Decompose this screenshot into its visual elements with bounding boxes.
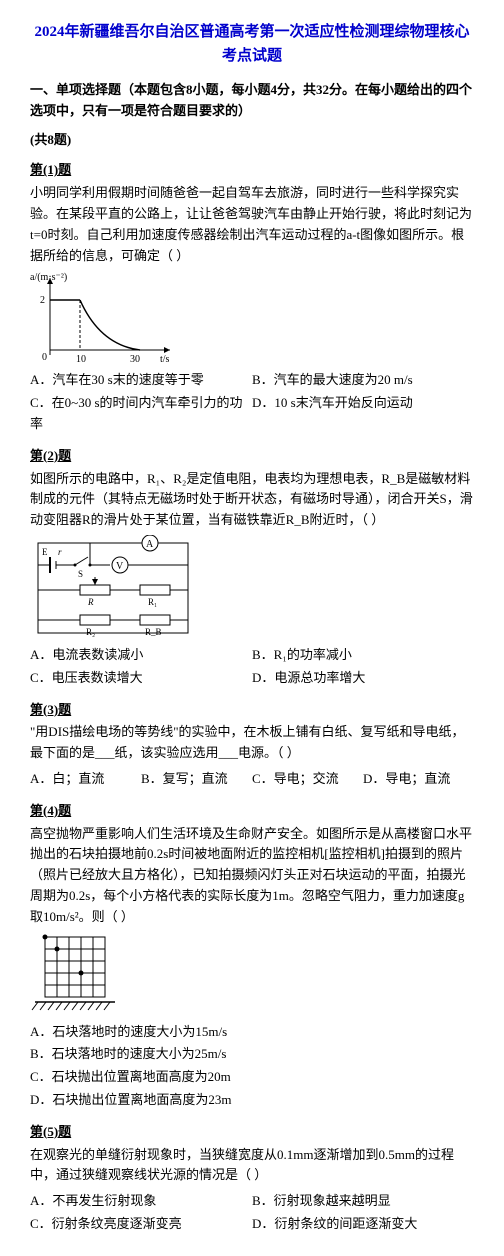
svg-text:R₁: R₁ xyxy=(148,597,157,607)
q4-opt-c: C．石块抛出位置离地面高度为20m xyxy=(30,1066,474,1089)
q2-number: 第(2)题 xyxy=(30,446,474,467)
q3-opt-d: D．导电；直流 xyxy=(363,768,474,791)
svg-text:10: 10 xyxy=(76,354,86,365)
section-heading: 一、单项选择题（本题包含8小题，每小题4分，共32分。在每小题给出的四个选项中，… xyxy=(30,80,474,122)
svg-text:R_B: R_B xyxy=(145,627,162,637)
q5-opt-a: A．不再发生衍射现象 xyxy=(30,1190,252,1213)
svg-text:E: E xyxy=(42,547,48,557)
q3-text: "用DIS描绘电场的等势线"的实验中，在木板上铺有白纸、复写纸和导电纸，最下面的… xyxy=(30,722,474,764)
svg-text:S: S xyxy=(78,569,83,579)
q1-opt-a: A．汽车在30 s末的速度等于零 xyxy=(30,369,252,392)
q2-circuit: E r S A V R R₁ R₂ R_B xyxy=(30,535,474,640)
q4-opt-d: D．石块抛出位置离地面高度为23m xyxy=(30,1089,474,1112)
section-count: (共8题) xyxy=(30,130,474,151)
q4-grid xyxy=(30,932,474,1017)
q5-text: 在观察光的单缝衍射现象时，当狭缝宽度从0.1mm逐渐增加到0.5mm的过程中，通… xyxy=(30,1145,474,1187)
q2-options: A．电流表数读减小 B．R₁的功率减小 C．电压表数读增大 D．电源总功率增大 xyxy=(30,644,474,690)
q1-opt-c: C．在0~30 s的时间内汽车牵引力的功率 xyxy=(30,392,252,436)
q2-opt-b: B．R₁的功率减小 xyxy=(252,644,474,667)
q4-options: A．石块落地时的速度大小为15m/s B．石块落地时的速度大小为25m/s C．… xyxy=(30,1021,474,1112)
q1-text: 小明同学利用假期时间随爸爸一起自驾车去旅游，同时进行一些科学探究实验。在某段平直… xyxy=(30,183,474,266)
q2-opt-d: D．电源总功率增大 xyxy=(252,667,474,690)
svg-text:0: 0 xyxy=(42,352,47,363)
q1-opt-d: D．10 s末汽车开始反向运动 xyxy=(252,392,474,436)
q5-opt-d: D．衍射条纹的间距逐渐变大 xyxy=(252,1213,474,1236)
q3-opt-a: A．白；直流 xyxy=(30,768,141,791)
q3-opt-b: B．复写；直流 xyxy=(141,768,252,791)
q4-opt-b: B．石块落地时的速度大小为25m/s xyxy=(30,1043,474,1066)
q2-opt-c: C．电压表数读增大 xyxy=(30,667,252,690)
svg-text:R: R xyxy=(87,597,94,607)
svg-text:R₂: R₂ xyxy=(86,627,95,637)
svg-text:2: 2 xyxy=(40,295,45,306)
q3-number: 第(3)题 xyxy=(30,700,474,721)
svg-text:V: V xyxy=(116,561,124,572)
q1-chart: a/(m·s⁻²) t/s 2 10 30 0 xyxy=(30,270,474,365)
q5-opt-b: B．衍射现象越来越明显 xyxy=(252,1190,474,1213)
svg-text:r: r xyxy=(58,547,62,557)
q4-number: 第(4)题 xyxy=(30,801,474,822)
q3-opt-c: C．导电；交流 xyxy=(252,768,363,791)
svg-text:30: 30 xyxy=(130,354,140,365)
svg-text:A: A xyxy=(146,539,154,550)
q3-options: A．白；直流 B．复写；直流 C．导电；交流 D．导电；直流 xyxy=(30,768,474,791)
q4-opt-a: A．石块落地时的速度大小为15m/s xyxy=(30,1021,474,1044)
page-title: 2024年新疆维吾尔自治区普通高考第一次适应性检测理综物理核心考点试题 xyxy=(30,20,474,68)
q1-opt-b: B．汽车的最大速度为20 m/s xyxy=(252,369,474,392)
q5-number: 第(5)题 xyxy=(30,1122,474,1143)
chart-xlabel: t/s xyxy=(160,354,170,365)
q4-text: 高空抛物严重影响人们生活环境及生命财产安全。如图所示是从高楼窗口水平抛出的石块拍… xyxy=(30,824,474,928)
q5-opt-c: C．衍射条纹亮度逐渐变亮 xyxy=(30,1213,252,1236)
chart-ylabel: a/(m·s⁻²) xyxy=(30,272,67,283)
q5-options: A．不再发生衍射现象 B．衍射现象越来越明显 C．衍射条纹亮度逐渐变亮 D．衍射… xyxy=(30,1190,474,1236)
q2-opt-a: A．电流表数读减小 xyxy=(30,644,252,667)
q1-number: 第(1)题 xyxy=(30,160,474,181)
q2-text: 如图所示的电路中，R₁、R₂是定值电阻，电表均为理想电表，R_B是磁敏材料制成的… xyxy=(30,469,474,531)
q1-options: A．汽车在30 s末的速度等于零 B．汽车的最大速度为20 m/s C．在0~3… xyxy=(30,369,474,435)
